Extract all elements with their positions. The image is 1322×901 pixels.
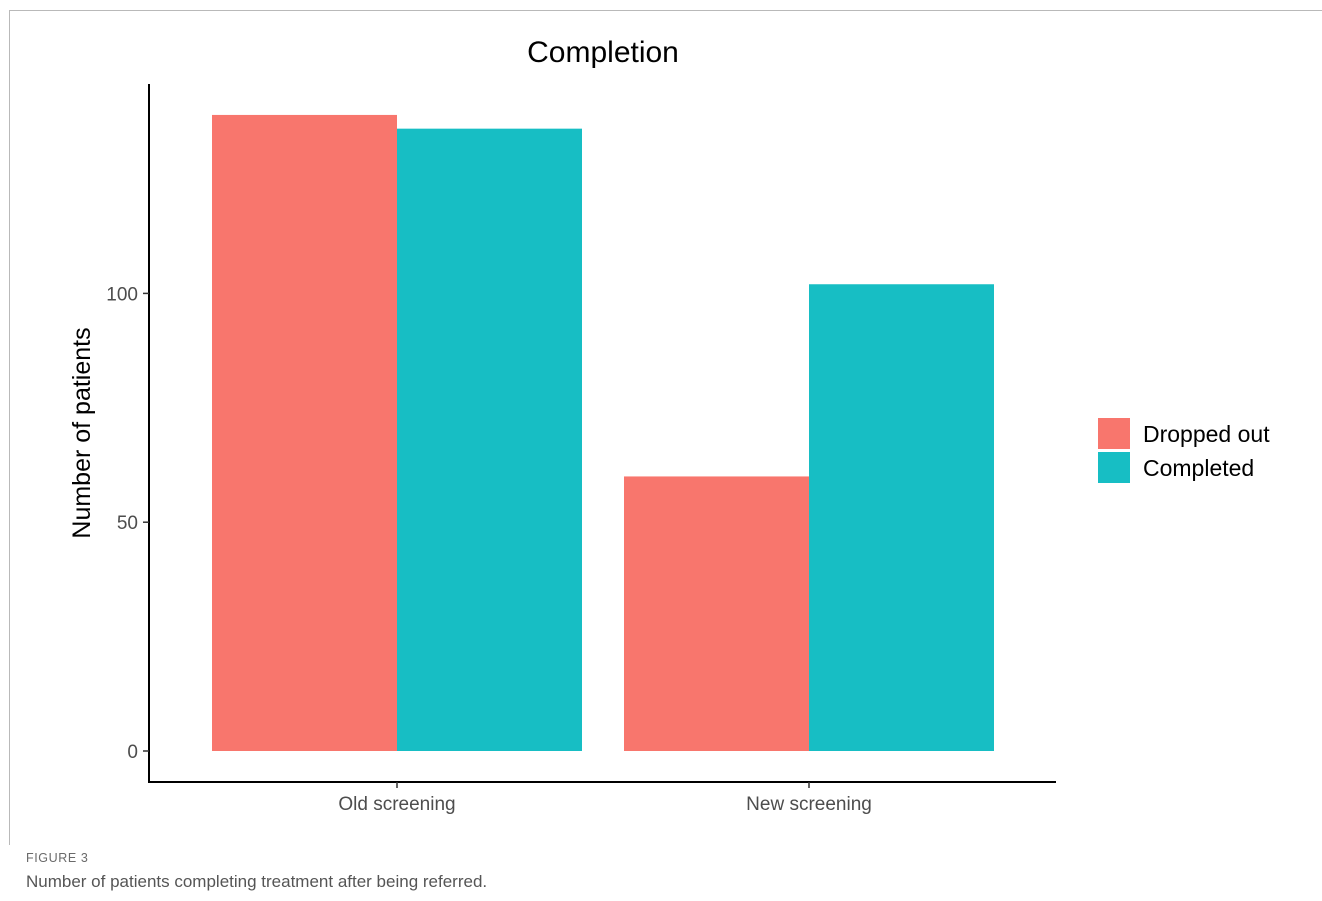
legend-label: Dropped out: [1143, 421, 1270, 447]
bar-chart: Completion Number of patients 0 50 100 Old …: [68, 36, 1270, 815]
bar-dropped-out-old-screening: [212, 114, 397, 752]
bar-completed-new-screening: [809, 284, 994, 751]
legend: Dropped out Completed: [1098, 418, 1270, 483]
y-axis-label: Number of patients: [68, 327, 96, 538]
legend-swatch: [1098, 418, 1130, 449]
legend-swatch: [1098, 452, 1130, 483]
y-tick-label: 0: [127, 742, 138, 763]
axes-group: 0 50 100 Old screening New screening: [106, 84, 1056, 815]
chart-title: Completion: [527, 36, 679, 69]
bars-group: [212, 114, 994, 752]
legend-label: Completed: [1143, 455, 1254, 481]
figure-label: FIGURE 3: [26, 851, 89, 865]
x-tick-label: Old screening: [338, 794, 455, 815]
figure-frame: [9, 10, 1322, 845]
bar-dropped-out-new-screening: [624, 476, 809, 751]
x-tick-label: New screening: [746, 794, 872, 815]
y-tick-label: 100: [106, 284, 138, 305]
bar-completed-old-screening: [397, 128, 582, 751]
figure-caption: Number of patients completing treatment …: [26, 872, 488, 891]
y-tick-label: 50: [117, 513, 138, 534]
